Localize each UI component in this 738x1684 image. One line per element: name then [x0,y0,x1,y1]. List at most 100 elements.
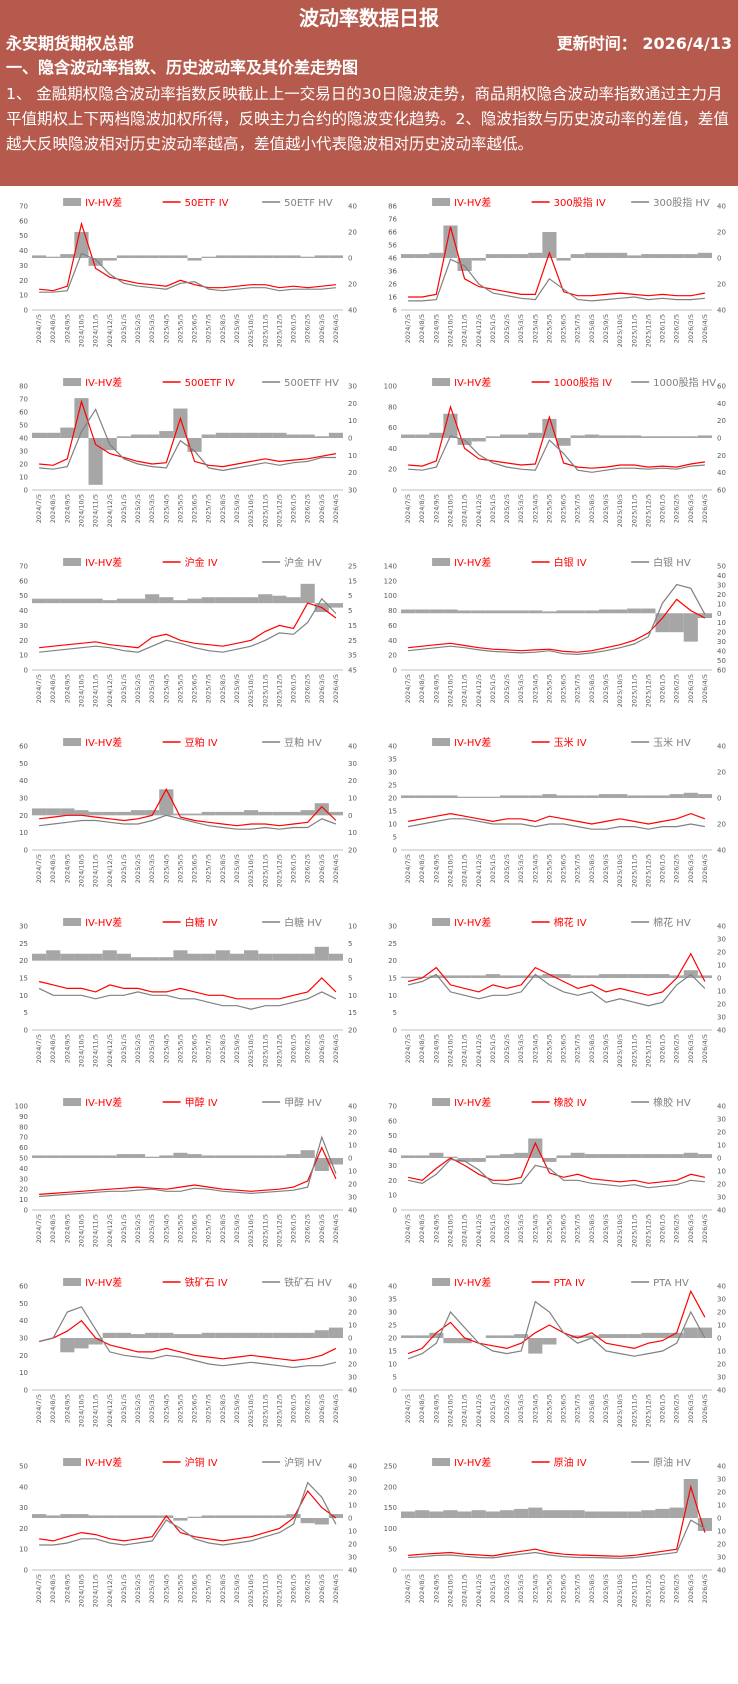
x-tick-label: 2025/7/5 [574,1034,582,1063]
diff-bar [173,950,188,961]
x-tick-label: 2025/12/5 [644,314,652,347]
diff-bar [116,1515,131,1518]
x-tick-label: 2025/3/5 [517,1034,525,1063]
x-tick-label: 2026/2/5 [304,1574,312,1603]
x-tick-label: 2026/2/5 [304,854,312,883]
x-tick-label: 2025/4/5 [162,674,170,703]
diff-bar [286,434,301,438]
x-tick-label: 2024/9/5 [432,674,440,703]
legend-label: 原油 IV [554,1456,587,1469]
diff-bar [683,436,698,438]
x-tick-label: 2025/8/5 [588,314,596,343]
x-tick-label: 2025/5/5 [545,1034,553,1063]
diff-bar [46,808,61,816]
series-line [408,258,705,302]
diff-bar [570,1510,585,1518]
y2-tick-label: 10 [348,829,357,837]
x-tick-label: 2024/12/5 [106,1574,114,1607]
x-tick-label: 2025/2/5 [503,674,511,703]
y2-tick-label: 20 [717,1309,726,1317]
y-tick-label: 60 [19,577,28,585]
x-tick-label: 2025/6/5 [191,674,199,703]
diff-bar [88,953,103,961]
x-tick-label: 2025/4/5 [162,1574,170,1603]
x-tick-label: 2025/4/5 [162,494,170,523]
y2-tick-label: 20 [717,1181,726,1189]
y2-tick-label: 0 [348,435,352,443]
diff-bar [401,434,416,438]
y-tick-label: 66 [388,229,397,237]
y2-tick-label: 40 [348,743,357,751]
y-tick-label: 40 [388,743,397,751]
y2-tick-label: 10 [717,1322,726,1330]
x-tick-label: 2024/12/5 [106,494,114,527]
series-line [407,818,706,830]
y2-tick-label: 10 [348,992,357,1000]
y-tick-label: 50 [388,1132,397,1140]
diff-bar [415,1335,430,1338]
diff-bar [443,609,458,614]
x-tick-label: 2026/1/5 [659,674,667,703]
diff-bar [429,432,444,438]
y-tick-label: 20 [388,795,397,803]
diff-bar [32,432,47,438]
x-tick-label: 2026/4/5 [332,1034,340,1063]
x-tick-label: 2025/11/5 [630,1214,638,1247]
diff-bar [60,1514,75,1518]
diff-bar [314,1330,329,1338]
x-tick-label: 2025/10/5 [247,1214,255,1247]
x-tick-label: 2025/12/5 [644,1574,652,1607]
x-tick-label: 2024/7/5 [35,314,43,343]
x-tick-label: 2024/12/5 [475,854,483,887]
diff-bar [401,1511,416,1518]
series-line [39,814,337,830]
diff-bar [669,1154,684,1158]
diff-bar [258,1155,273,1158]
x-tick-label: 2025/10/5 [247,1034,255,1067]
diff-bar [272,1155,287,1158]
x-tick-label: 2024/11/5 [92,1574,100,1607]
diff-bar [173,1152,188,1158]
diff-bar [130,1515,146,1518]
legend-label: 玉米 IV [554,736,587,749]
x-tick-label: 2025/7/5 [574,314,582,343]
legend-label: IV-HV差 [454,1276,491,1289]
diff-bar [669,613,684,633]
y-tick-label: 60 [19,743,28,751]
y2-tick-label: 15 [348,577,357,585]
diff-bar [669,794,684,798]
x-tick-label: 2025/7/5 [205,854,213,883]
x-tick-label: 2024/10/5 [77,1574,85,1607]
diff-bar [655,1154,670,1158]
x-tick-label: 2025/1/5 [489,1574,497,1603]
y-tick-label: 30 [388,769,397,777]
x-tick-label: 2026/4/5 [332,314,340,343]
y2-tick-label: 60 [717,667,726,675]
diff-bar [286,1332,301,1338]
x-tick-label: 2026/3/5 [687,494,695,523]
y-tick-label: 26 [388,281,397,289]
y2-tick-label: 40 [717,847,726,855]
diff-bar [145,255,160,258]
diff-bar [74,598,89,604]
x-tick-label: 2025/3/5 [148,854,156,883]
x-tick-label: 2025/10/5 [247,314,255,347]
diff-bar [627,1154,642,1158]
diff-bar [328,1514,343,1518]
x-tick-label: 2025/6/5 [191,1214,199,1243]
diff-bar [74,810,89,816]
diff-bar [669,436,684,438]
diff-bar [130,434,146,438]
diff-bar [528,610,543,614]
y-tick-label: 40 [19,1483,28,1491]
x-tick-label: 2024/9/5 [432,854,440,883]
series-line [407,1300,706,1360]
diff-bar [542,1338,557,1345]
diff-bar [485,436,500,438]
diff-bar [272,595,287,604]
y-tick-label: 120 [384,577,397,585]
x-tick-label: 2024/8/5 [49,1394,57,1423]
diff-bar [46,1515,61,1518]
diff-bar [244,432,259,438]
